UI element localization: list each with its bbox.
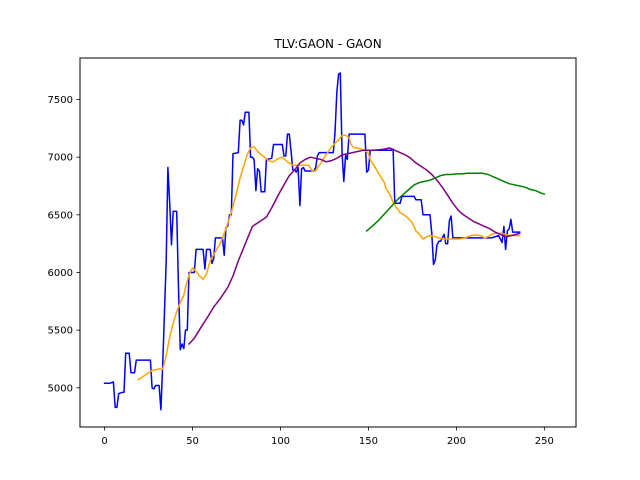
- y-tick-label: 5000: [48, 383, 73, 394]
- y-tick-label: 6000: [48, 268, 73, 279]
- y-tick-label: 7500: [48, 95, 73, 106]
- y-tick-label: 5500: [48, 326, 73, 337]
- x-tick-label: 150: [359, 436, 378, 447]
- x-tick-label: 250: [535, 436, 554, 447]
- y-tick-label: 7000: [48, 153, 73, 164]
- x-tick-label: 0: [101, 436, 107, 447]
- x-tick-label: 200: [447, 436, 466, 447]
- x-tick-label: 100: [271, 436, 290, 447]
- chart-title: TLV:GAON - GAON: [273, 37, 381, 51]
- y-tick-label: 6500: [48, 210, 73, 221]
- x-tick-label: 50: [186, 436, 199, 447]
